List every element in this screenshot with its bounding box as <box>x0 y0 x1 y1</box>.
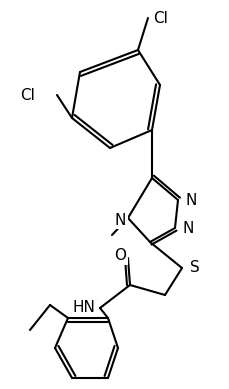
Text: Cl: Cl <box>20 88 35 102</box>
Text: S: S <box>189 261 199 275</box>
Text: O: O <box>114 249 125 263</box>
Text: N: N <box>185 193 196 207</box>
Text: N: N <box>114 212 125 228</box>
Text: Cl: Cl <box>152 11 167 26</box>
Text: HN: HN <box>72 300 95 315</box>
Text: N: N <box>182 221 194 235</box>
